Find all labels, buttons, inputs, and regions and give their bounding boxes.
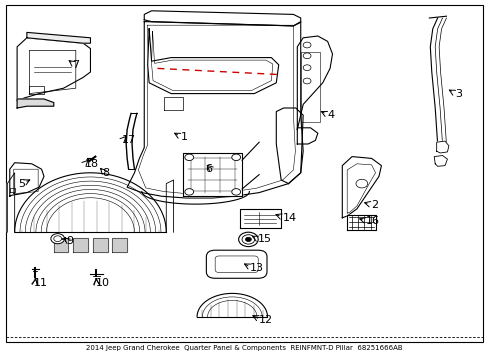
Text: 13: 13: [249, 263, 263, 273]
Circle shape: [51, 234, 64, 244]
Polygon shape: [17, 99, 54, 108]
Polygon shape: [144, 11, 300, 26]
FancyBboxPatch shape: [215, 256, 258, 273]
Polygon shape: [54, 238, 68, 252]
Circle shape: [242, 235, 254, 244]
Circle shape: [54, 236, 61, 242]
Circle shape: [245, 237, 251, 242]
Text: 17: 17: [122, 135, 136, 145]
Circle shape: [184, 154, 193, 161]
Circle shape: [303, 42, 310, 48]
Text: 1: 1: [181, 132, 187, 142]
Polygon shape: [183, 153, 242, 196]
Polygon shape: [15, 173, 166, 232]
Text: 9: 9: [66, 236, 73, 246]
Circle shape: [184, 189, 193, 195]
Circle shape: [303, 65, 310, 71]
Circle shape: [303, 53, 310, 59]
Circle shape: [231, 154, 240, 161]
Text: 15: 15: [257, 234, 271, 244]
Polygon shape: [342, 157, 381, 218]
Polygon shape: [10, 163, 44, 196]
Text: 18: 18: [84, 159, 99, 169]
Text: 5: 5: [19, 179, 25, 189]
Text: 11: 11: [34, 278, 48, 288]
Text: 7: 7: [72, 60, 80, 70]
Polygon shape: [112, 238, 127, 252]
Polygon shape: [297, 36, 332, 130]
Polygon shape: [17, 38, 90, 101]
Circle shape: [231, 189, 240, 195]
Text: 2: 2: [370, 200, 377, 210]
Text: 12: 12: [259, 315, 273, 325]
Text: 8: 8: [102, 168, 110, 178]
Polygon shape: [93, 238, 107, 252]
Text: 16: 16: [365, 216, 379, 226]
Text: 10: 10: [95, 278, 109, 288]
Text: 14: 14: [282, 213, 296, 223]
Polygon shape: [27, 32, 90, 43]
Text: 4: 4: [327, 110, 334, 120]
Text: 6: 6: [205, 164, 212, 174]
Polygon shape: [7, 173, 15, 232]
Text: 2014 Jeep Grand Cherokee  Quarter Panel & Components  REINFMNT-D Pillar  6825166: 2014 Jeep Grand Cherokee Quarter Panel &…: [86, 345, 402, 351]
Polygon shape: [239, 209, 281, 228]
Polygon shape: [276, 108, 303, 184]
Polygon shape: [147, 29, 278, 94]
Polygon shape: [436, 141, 448, 153]
Polygon shape: [346, 215, 375, 230]
Circle shape: [238, 232, 258, 247]
Circle shape: [303, 78, 310, 84]
Polygon shape: [127, 22, 303, 198]
Polygon shape: [73, 238, 88, 252]
Circle shape: [355, 179, 367, 188]
Text: 3: 3: [454, 89, 461, 99]
FancyBboxPatch shape: [206, 250, 266, 278]
